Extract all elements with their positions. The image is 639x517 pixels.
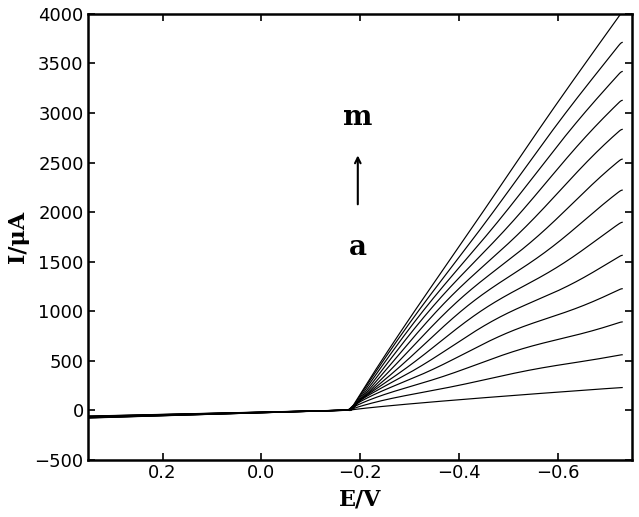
Text: a: a bbox=[349, 234, 367, 261]
Text: m: m bbox=[343, 104, 373, 131]
Y-axis label: I/μA: I/μA bbox=[7, 211, 29, 263]
X-axis label: E/V: E/V bbox=[339, 488, 381, 510]
